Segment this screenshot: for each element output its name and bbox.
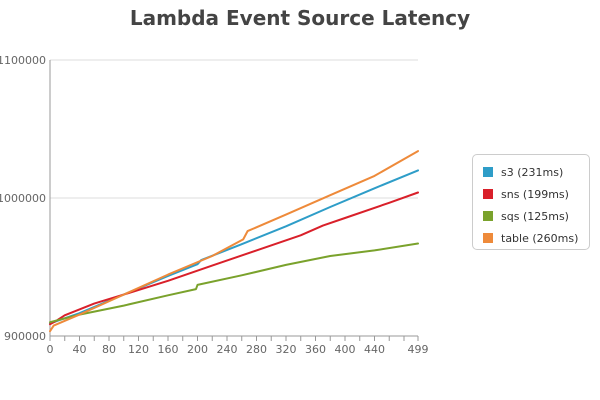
legend-item-table[interactable]: table (260ms) bbox=[483, 227, 589, 249]
legend-label: sns (199ms) bbox=[501, 187, 569, 201]
y-tick-label: 900000 bbox=[4, 330, 46, 343]
x-tick-label: 40 bbox=[72, 343, 86, 356]
legend-label: s3 (231ms) bbox=[501, 165, 564, 179]
x-tick-label: 120 bbox=[128, 343, 149, 356]
y-tick-label: 1000000 bbox=[0, 192, 46, 205]
x-tick-label: 499 bbox=[408, 343, 429, 356]
legend-swatch bbox=[483, 233, 493, 243]
x-tick-label: 200 bbox=[187, 343, 208, 356]
x-tick-label: 360 bbox=[305, 343, 326, 356]
series-line-sqs bbox=[49, 242, 419, 324]
x-tick-label: 160 bbox=[157, 343, 178, 356]
x-tick-label: 440 bbox=[364, 343, 385, 356]
chart-title: Lambda Event Source Latency bbox=[129, 6, 471, 30]
legend-label: table (260ms) bbox=[501, 231, 579, 245]
legend-label: sqs (125ms) bbox=[501, 209, 569, 223]
x-tick-label: 280 bbox=[246, 343, 267, 356]
y-tick-label: 1100000 bbox=[0, 54, 46, 67]
legend-item-s3[interactable]: s3 (231ms) bbox=[483, 161, 589, 183]
legend-swatch bbox=[483, 189, 493, 199]
x-tick-label: 80 bbox=[102, 343, 116, 356]
legend-item-sqs[interactable]: sqs (125ms) bbox=[483, 205, 589, 227]
legend-swatch bbox=[483, 211, 493, 221]
series-line-table bbox=[49, 150, 419, 333]
x-tick-label: 240 bbox=[216, 343, 237, 356]
series-line-sns bbox=[49, 191, 419, 326]
legend-swatch bbox=[483, 167, 493, 177]
x-tick-label: 400 bbox=[334, 343, 355, 356]
x-tick-label: 0 bbox=[47, 343, 54, 356]
legend-item-sns[interactable]: sns (199ms) bbox=[483, 183, 589, 205]
chart-legend: s3 (231ms) sns (199ms) sqs (125ms) table (2… bbox=[472, 154, 590, 250]
x-tick-label: 320 bbox=[275, 343, 296, 356]
